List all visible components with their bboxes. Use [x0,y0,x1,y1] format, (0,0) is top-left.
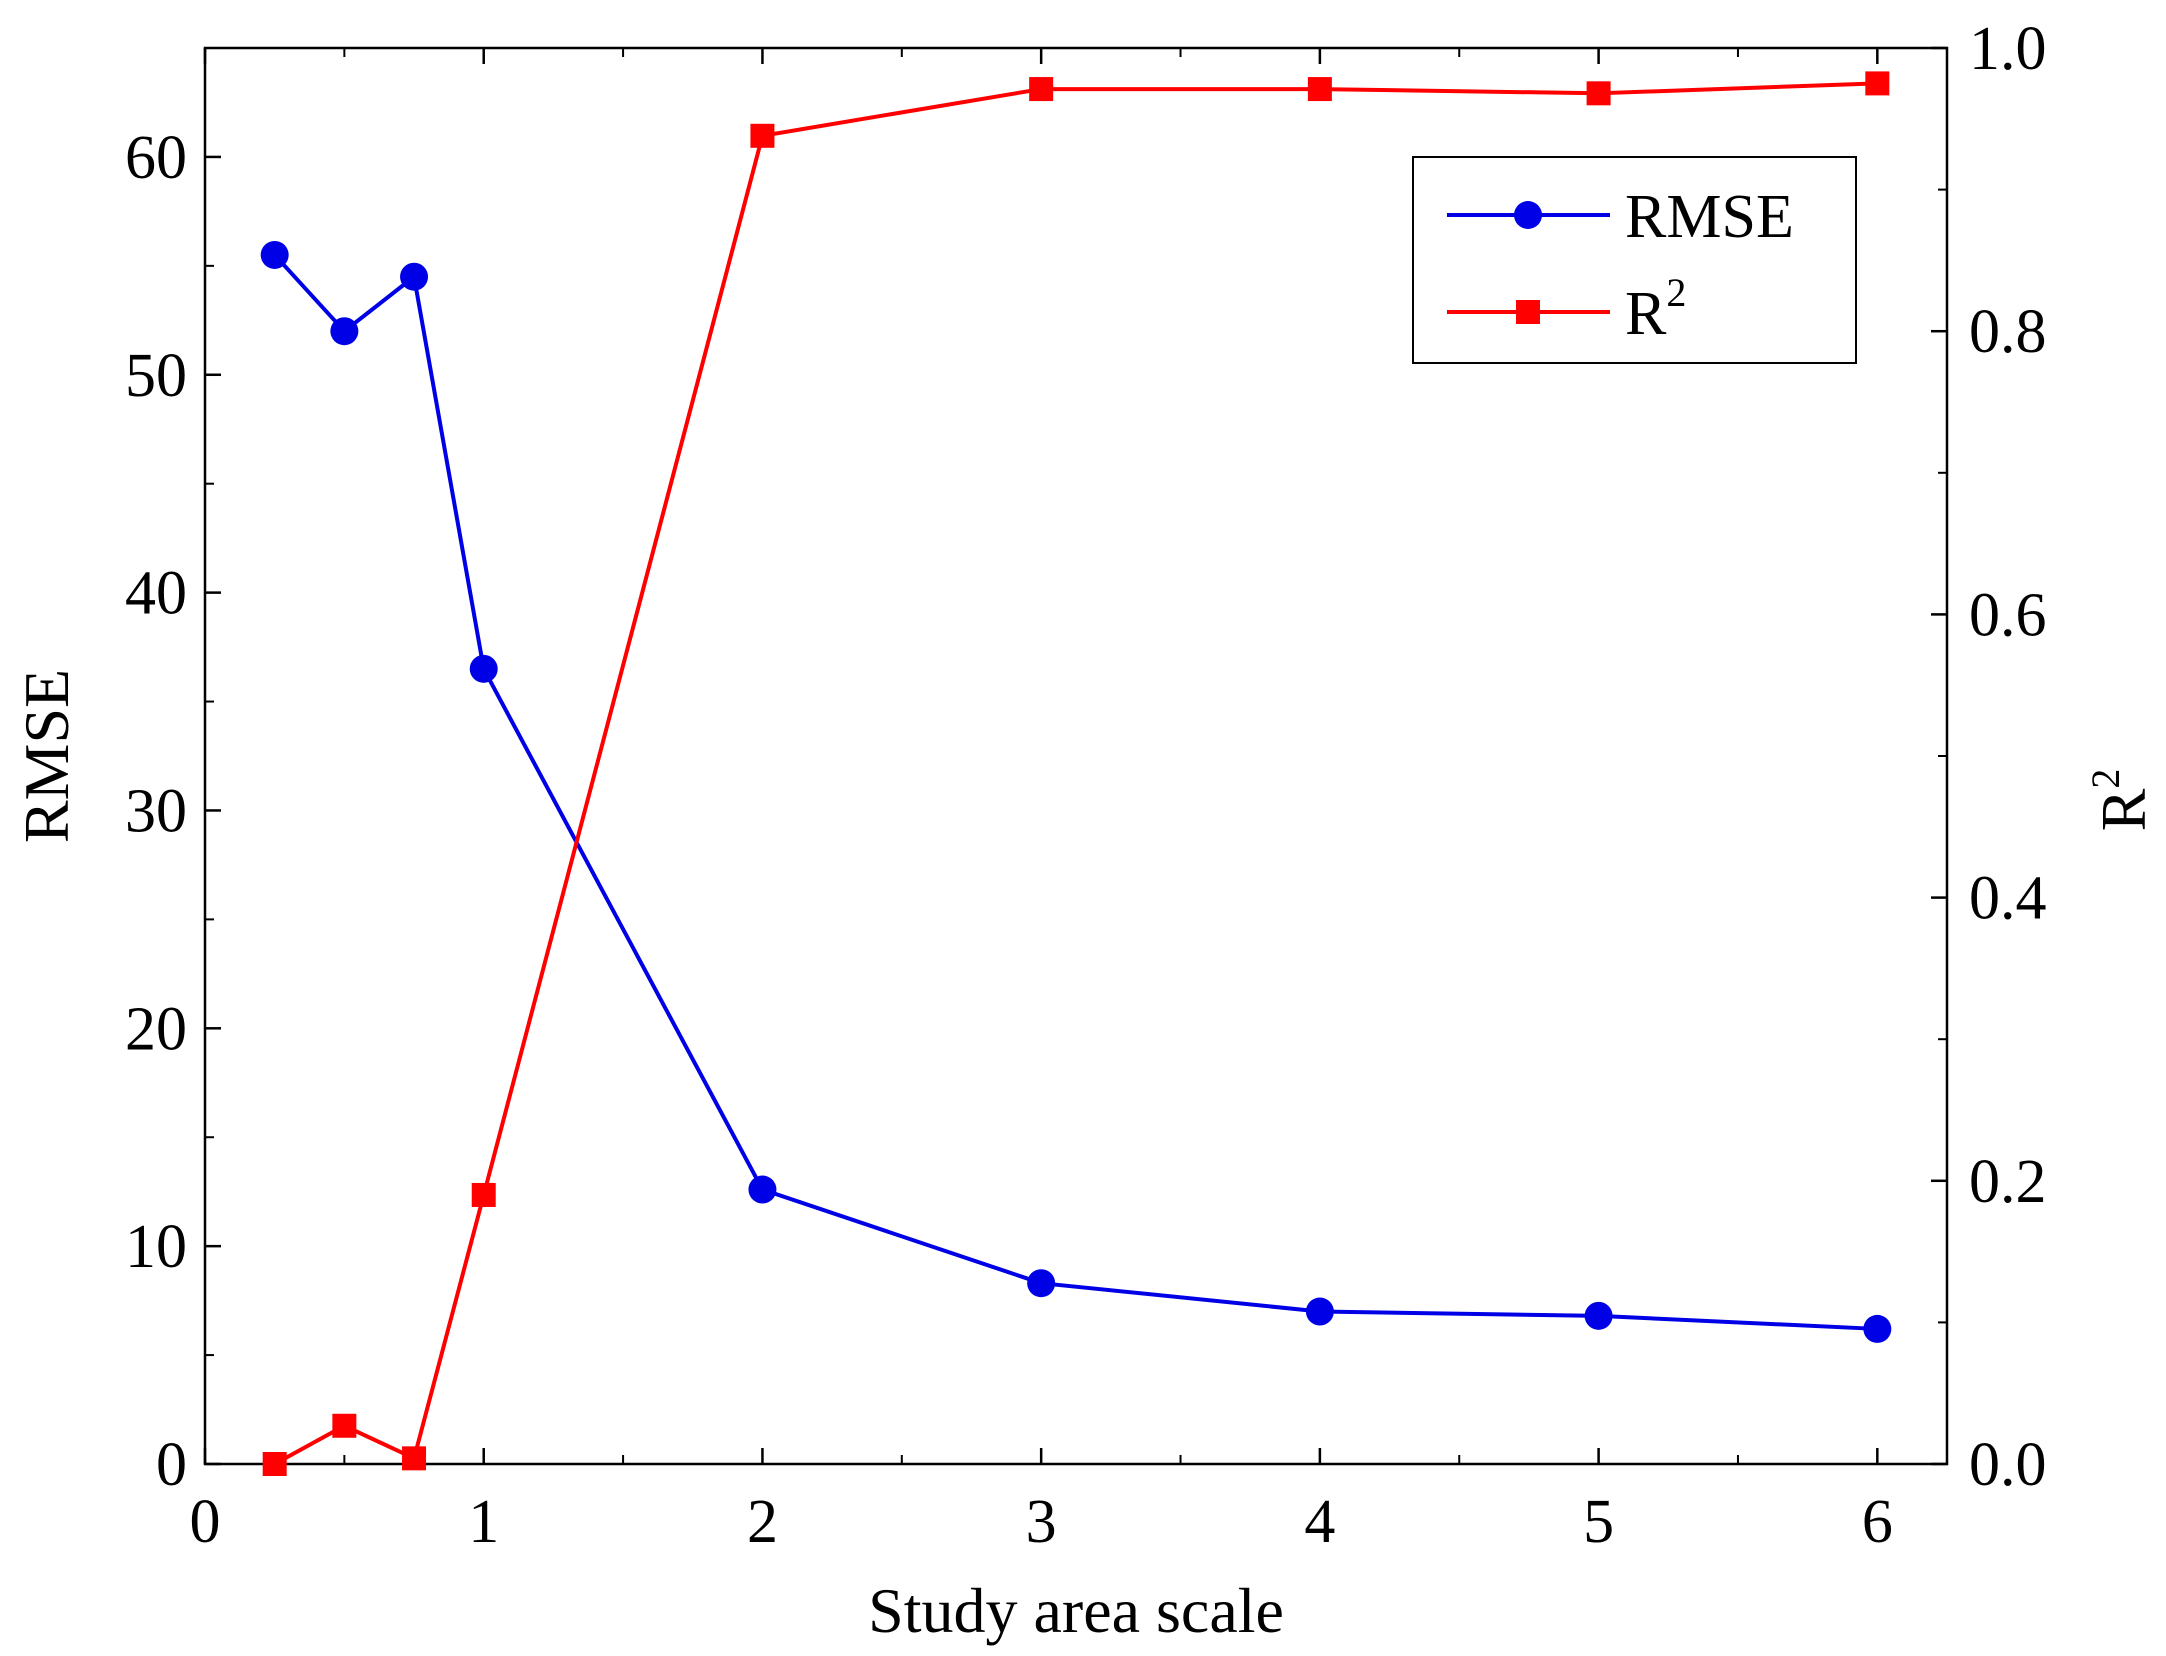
rmse-point [748,1175,777,1204]
right-y-tick-label: 0.6 [1969,581,2047,649]
r2-point [1307,77,1332,102]
x-tick-label: 3 [1026,1488,1057,1556]
rmse-point [469,654,498,683]
right-y-tick-label: 0.0 [1969,1431,2047,1499]
right-y-tick-label: 1.0 [1969,15,2047,83]
left-y-axis-title: RMSE [11,669,82,843]
r2-point [262,1452,287,1476]
x-tick-label: 4 [1304,1488,1335,1556]
legend-marker-rmse [1514,201,1542,229]
left-y-tick-label: 10 [125,1213,187,1281]
right-y-tick-label: 0.8 [1969,298,2047,366]
x-axis-title: Study area scale [868,1575,1284,1646]
left-y-tick-label: 40 [125,560,187,628]
legend-label-r2-sup: 2 [1666,270,1686,315]
legend-box [1412,156,1857,364]
right-y-tick-label: 0.2 [1969,1148,2047,1216]
rmse-point [330,317,359,346]
right-y-axis-title-base: R [2088,788,2159,831]
right-y-axis-title-sup: 2 [2083,769,2128,789]
left-y-tick-label: 50 [125,342,187,410]
right-y-axis-title: R2 [2083,769,2159,832]
right-y-tick-label: 0.4 [1969,865,2047,933]
r2-point [1586,81,1611,106]
r2-point [471,1182,496,1207]
left-y-tick-label: 30 [125,777,187,845]
left-y-tick-label: 60 [125,124,187,192]
legend-marker-r2 [1516,300,1540,324]
x-tick-label: 6 [1862,1488,1893,1556]
left-y-axis-ticks: 0 10 20 30 40 50 60 [125,124,221,1499]
rmse-point [1584,1301,1613,1330]
legend-label-r2: R2 [1625,270,1686,348]
left-y-tick-label: 20 [125,995,187,1063]
x-axis-ticks: 0 1 2 3 4 5 6 [190,48,1893,1556]
r2-point [332,1413,357,1438]
series-layer [260,71,1892,1476]
legend-label-r2-base: R [1625,280,1667,348]
x-tick-label: 0 [190,1488,221,1556]
r2-point [402,1446,427,1471]
x-tick-label: 1 [468,1488,499,1556]
r2-point [1029,77,1054,102]
rmse-point [260,240,289,269]
rmse-point [400,262,429,291]
legend: RMSE R2 [1412,156,1857,364]
r2-point [1865,71,1890,96]
x-tick-label: 2 [747,1488,778,1556]
rmse-point [1863,1314,1892,1343]
legend-label-rmse: RMSE [1625,183,1794,251]
x-tick-label: 5 [1583,1488,1614,1556]
right-y-axis-ticks: 0.0 0.2 0.4 0.6 0.8 1.0 [1931,15,2047,1499]
rmse-point [1305,1297,1334,1326]
left-y-tick-label: 0 [156,1431,187,1499]
r2-point [750,123,775,148]
rmse-point [1027,1269,1056,1298]
